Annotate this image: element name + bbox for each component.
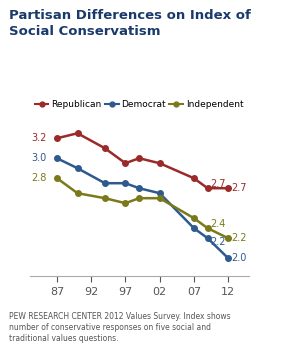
Republican	[226, 186, 230, 190]
Text: 2.0: 2.0	[231, 253, 246, 263]
Republican	[192, 176, 196, 180]
Text: 3.2: 3.2	[31, 133, 47, 143]
Democrat	[76, 166, 79, 170]
Independent	[158, 196, 161, 200]
Republican	[158, 161, 161, 165]
Text: 2.7: 2.7	[210, 179, 226, 189]
Text: 2.2: 2.2	[231, 233, 246, 243]
Independent	[55, 176, 59, 180]
Democrat	[103, 181, 107, 185]
Democrat	[124, 181, 127, 185]
Republican	[124, 161, 127, 165]
Legend: Republican, Democrat, Independent: Republican, Democrat, Independent	[31, 97, 247, 113]
Independent	[137, 196, 141, 200]
Line: Republican: Republican	[54, 131, 231, 191]
Independent	[226, 236, 230, 240]
Democrat	[158, 191, 161, 195]
Independent	[124, 201, 127, 205]
Republican	[137, 156, 141, 160]
Independent	[76, 191, 79, 195]
Text: 2.4: 2.4	[210, 219, 226, 229]
Text: 3.0: 3.0	[31, 153, 47, 163]
Line: Democrat: Democrat	[54, 155, 231, 261]
Independent	[192, 216, 196, 220]
Democrat	[137, 186, 141, 190]
Independent	[206, 226, 209, 230]
Text: 2.8: 2.8	[31, 173, 47, 183]
Democrat	[206, 236, 209, 240]
Republican	[206, 186, 209, 190]
Democrat	[226, 256, 230, 260]
Text: PEW RESEARCH CENTER 2012 Values Survey. Index shows
number of conservative respo: PEW RESEARCH CENTER 2012 Values Survey. …	[9, 312, 231, 343]
Line: Independent: Independent	[54, 176, 231, 241]
Republican	[103, 146, 107, 150]
Text: Partisan Differences on Index of
Social Conservatism: Partisan Differences on Index of Social …	[9, 9, 251, 38]
Democrat	[192, 226, 196, 230]
Text: 2.7: 2.7	[231, 183, 246, 193]
Independent	[103, 196, 107, 200]
Republican	[55, 136, 59, 141]
Democrat	[55, 156, 59, 160]
Text: 2.2: 2.2	[210, 237, 226, 247]
Republican	[76, 131, 79, 135]
